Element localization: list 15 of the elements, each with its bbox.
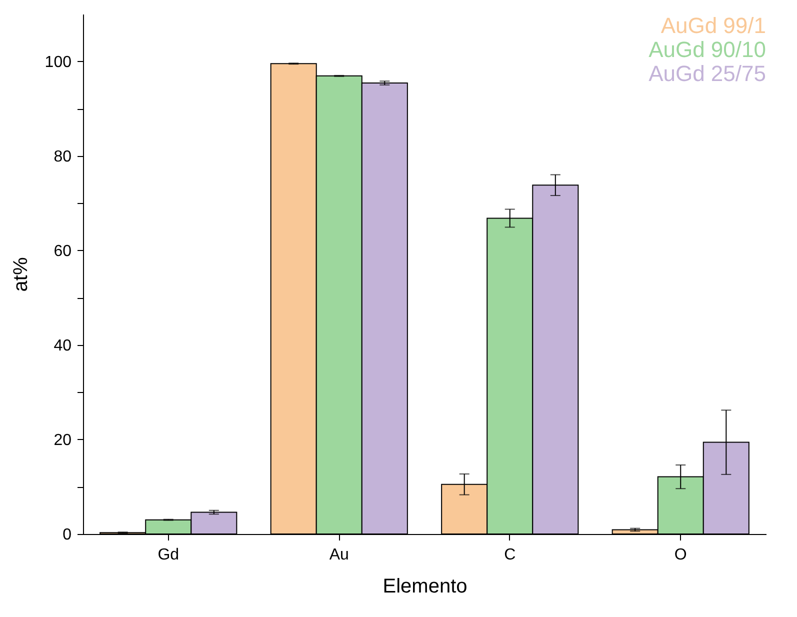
text: AuGd 25/75: [648, 61, 766, 86]
y-tick-label: 60: [54, 242, 72, 260]
text: AuGd 90/10: [648, 37, 766, 62]
text: AuGd 99/1: [660, 13, 766, 38]
x-axis-title: Elemento: [382, 576, 468, 598]
y-tick-label: 40: [54, 337, 72, 354]
y-tick-label: 80: [54, 148, 72, 166]
y-axis-title: at%: [10, 257, 32, 292]
x-tick-label: C: [504, 546, 516, 564]
y-tick-label: 100: [44, 54, 72, 71]
x-tick-label: Au: [329, 546, 349, 564]
y-tick-label: 0: [62, 526, 72, 544]
x-tick-label: Gd: [158, 546, 180, 564]
x-tick-label: O: [674, 546, 687, 564]
y-tick-label: 20: [54, 432, 72, 449]
